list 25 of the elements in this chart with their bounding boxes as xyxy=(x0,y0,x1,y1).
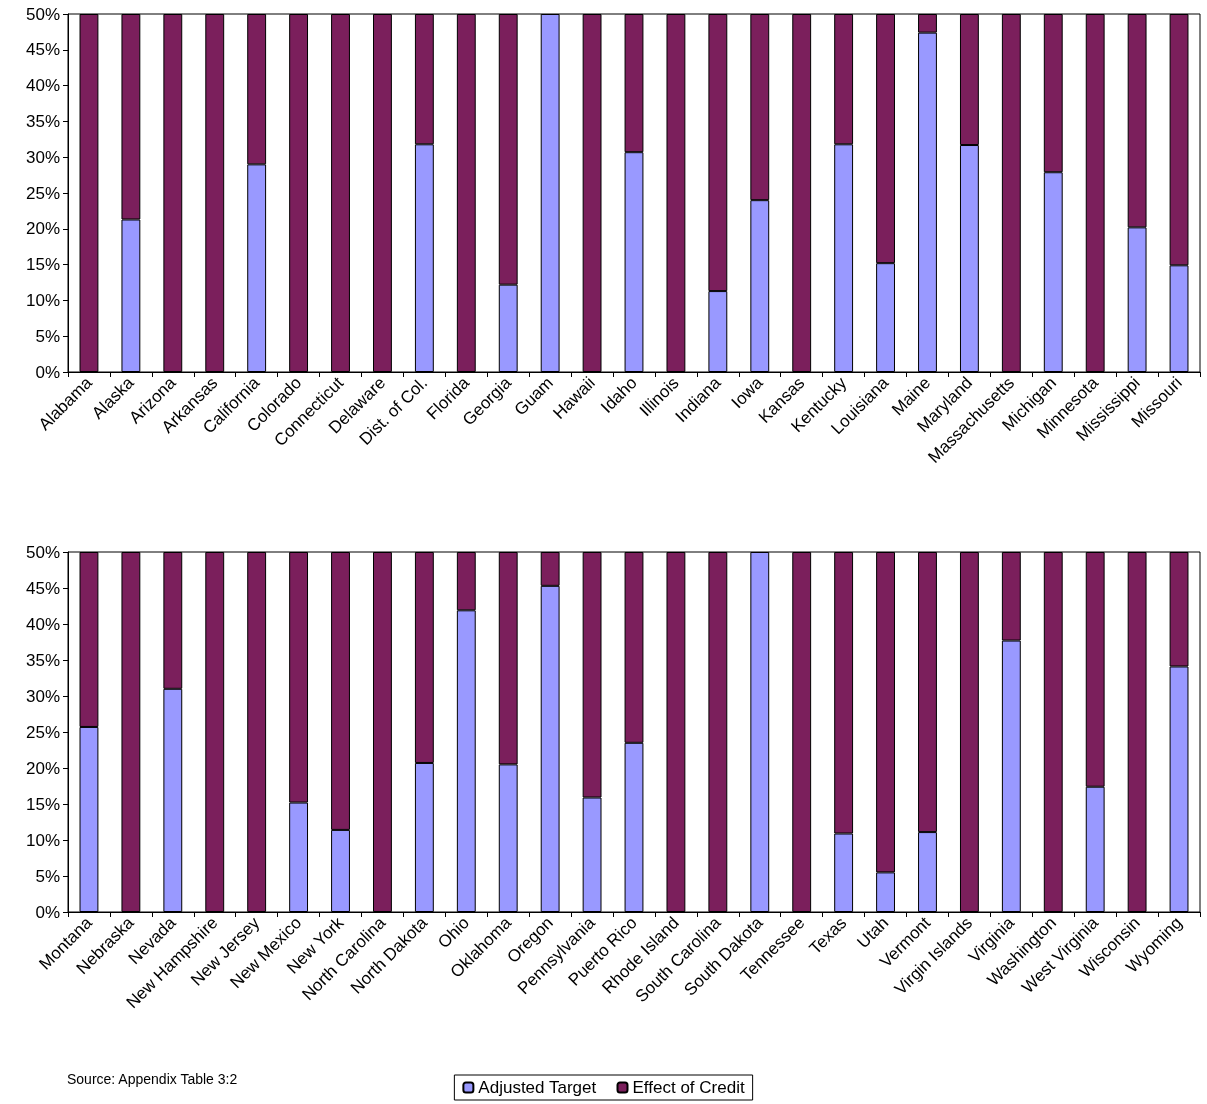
legend-label: Effect of Credit xyxy=(632,1078,745,1097)
y-tick-label: 10% xyxy=(25,830,60,850)
y-tick-label: 10% xyxy=(25,290,60,310)
y-tick-label: 15% xyxy=(25,794,60,814)
y-tick-label: 35% xyxy=(25,111,60,131)
y-tick-label: 30% xyxy=(25,686,60,706)
legend-label: Adjusted Target xyxy=(478,1078,597,1097)
y-tick-label: 45% xyxy=(25,578,60,598)
y-tick-label: 25% xyxy=(25,183,60,203)
y-tick-label: 45% xyxy=(25,40,60,60)
y-tick-label: 25% xyxy=(25,722,60,742)
y-tick-label: 20% xyxy=(25,758,60,778)
source-note: Source: Appendix Table 3:2 xyxy=(67,1071,238,1087)
y-tick-label: 15% xyxy=(25,255,60,275)
y-tick-label: 5% xyxy=(35,866,60,886)
y-tick-label: 35% xyxy=(25,650,60,670)
y-tick-label: 20% xyxy=(25,219,60,239)
y-tick-label: 50% xyxy=(25,4,60,24)
y-tick-label: 0% xyxy=(35,902,60,922)
y-tick-label: 0% xyxy=(35,362,60,382)
y-tick-label: 40% xyxy=(25,76,60,96)
y-tick-label: 30% xyxy=(25,147,60,167)
y-tick-label: 5% xyxy=(35,326,60,346)
y-tick-label: 50% xyxy=(25,542,60,562)
y-tick-label: 40% xyxy=(25,614,60,634)
